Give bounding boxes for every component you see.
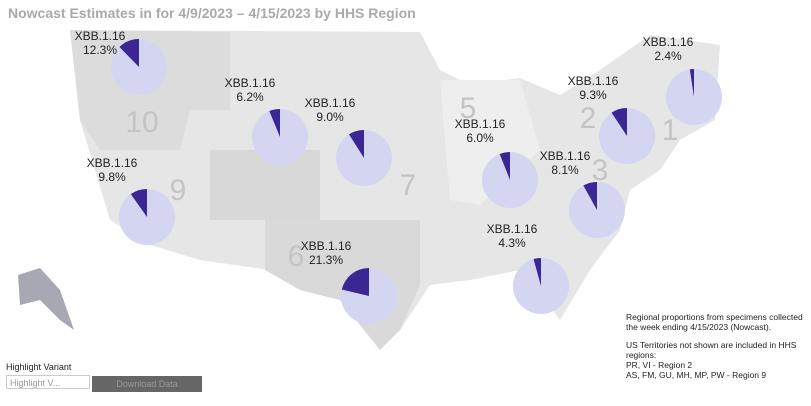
pie-label: XBB.1.16 (225, 76, 276, 90)
pie-value-label: 8.1% (551, 163, 579, 177)
note-line: PR, VI - Region 2 (626, 360, 693, 370)
region-number: 10 (125, 106, 158, 139)
pie-wedge (583, 182, 597, 210)
note: Regional proportions from specimens coll… (626, 312, 806, 380)
pie-value-label: 9.8% (98, 170, 126, 184)
pie-wedge (611, 107, 627, 136)
pie-label: XBB.1.16 (87, 156, 138, 170)
region-number: 5 (460, 92, 477, 125)
pie-label: XBB.1.16 (643, 35, 694, 49)
pie-value-label: 4.3% (498, 236, 526, 250)
note-line: US Territories not shown are included in… (626, 340, 797, 360)
pie-value-label: 9.3% (579, 88, 607, 102)
pie-value-label: 6.2% (236, 90, 264, 104)
pie-label: XBB.1.16 (305, 96, 356, 110)
pie-label: XBB.1.16 (487, 222, 538, 236)
pie-label: XBB.1.16 (75, 29, 126, 43)
highlight-label: Highlight Variant (6, 362, 72, 372)
pie-value-label: 6.0% (466, 131, 494, 145)
region-number: 3 (592, 154, 609, 187)
region-number: 1 (662, 114, 679, 147)
pie-wedge (499, 152, 510, 180)
pie-wedge (533, 258, 541, 286)
pie-value-label: 21.3% (309, 253, 343, 267)
pie-wedge (119, 39, 139, 67)
pie-value-label: 2.4% (654, 49, 682, 63)
pie-wedge (689, 69, 694, 97)
region-number: 7 (400, 169, 417, 202)
highlight-input[interactable]: Highlight V... (6, 375, 90, 389)
pie-label: XBB.1.16 (301, 239, 352, 253)
pie-wedge (348, 130, 364, 158)
region-number: 6 (288, 240, 305, 273)
pie-wedge (341, 268, 369, 296)
pie-label: XBB.1.16 (455, 117, 506, 131)
note-line: Regional proportions from specimens coll… (626, 312, 803, 332)
title: Nowcast Estimates in for 4/9/2023 – 4/15… (8, 5, 416, 21)
note-line: AS, FM, GU, MH, MP, PW - Region 9 (626, 370, 767, 380)
pie-label: XBB.1.16 (540, 149, 591, 163)
pie-value-label: 12.3% (83, 43, 117, 57)
download-button[interactable]: Download Data (92, 376, 202, 392)
pie-value-label: 9.0% (316, 110, 344, 124)
pie-wedge (269, 109, 280, 137)
pie-label: XBB.1.16 (568, 74, 619, 88)
region-number: 2 (580, 102, 597, 135)
pie-wedge (130, 189, 147, 217)
region-number: 9 (170, 174, 187, 207)
